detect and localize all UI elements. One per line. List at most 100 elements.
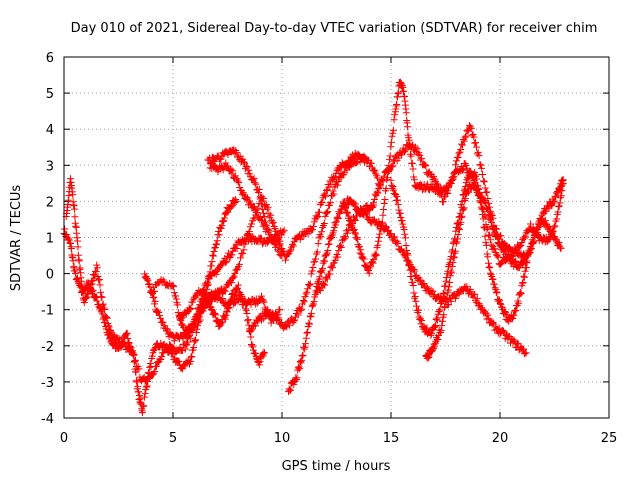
data-point-marker (484, 311, 492, 319)
data-point-marker (146, 359, 154, 367)
data-point-marker (448, 269, 456, 277)
data-point-marker (211, 244, 219, 252)
data-point-marker (369, 259, 377, 267)
data-point-marker (520, 273, 528, 281)
data-point-marker (304, 328, 312, 336)
data-point-marker (269, 218, 277, 226)
data-point-marker (254, 188, 262, 196)
data-point-marker (398, 217, 406, 225)
data-point-marker (491, 245, 499, 253)
data-point-marker (318, 199, 326, 207)
data-point-marker (347, 217, 355, 225)
data-point-marker (216, 290, 224, 298)
data-point-marker (460, 204, 468, 212)
data-point-marker (310, 258, 318, 266)
data-point-marker (305, 320, 313, 328)
data-point-marker (187, 353, 195, 361)
data-point-marker (281, 256, 289, 264)
data-point-marker (234, 284, 242, 292)
chart-title: Day 010 of 2021, Sidereal Day-to-day VTE… (71, 21, 598, 36)
data-point-marker (286, 247, 294, 255)
data-point-marker (379, 177, 387, 185)
y-tick-label: -3 (41, 376, 54, 391)
x-tick-label: 20 (492, 431, 509, 446)
data-point-marker (253, 208, 261, 216)
data-point-marker (442, 296, 450, 304)
data-point-marker (302, 334, 310, 342)
data-point-marker (247, 220, 255, 228)
y-axis-label: SDTVAR / TECUs (9, 185, 24, 292)
data-point-marker (240, 297, 248, 305)
data-point-marker (459, 205, 467, 213)
data-point-marker (520, 272, 528, 280)
data-point-marker (307, 310, 315, 318)
data-point-marker (299, 296, 307, 304)
data-point-marker (403, 247, 411, 255)
data-point-marker (315, 208, 323, 216)
data-point-marker (551, 233, 558, 241)
data-point-marker (350, 199, 358, 207)
data-point-marker (318, 228, 326, 236)
data-point-marker (334, 215, 342, 223)
data-point-marker (187, 304, 195, 312)
data-point-marker (345, 212, 353, 220)
data-point-marker (422, 162, 430, 170)
data-point-marker (67, 244, 75, 252)
data-point-marker (378, 218, 386, 226)
data-point-marker (556, 199, 564, 207)
data-point-marker (260, 348, 268, 356)
y-tick-label: 2 (46, 195, 54, 210)
data-point-marker (457, 213, 465, 221)
data-point-marker (131, 357, 139, 365)
data-point-marker (150, 293, 158, 301)
series-track-14 (422, 176, 567, 362)
data-point-marker (479, 215, 487, 223)
data-point-marker (493, 252, 501, 260)
data-point-marker (382, 184, 390, 192)
data-point-marker (174, 301, 182, 309)
data-point-marker (276, 237, 284, 245)
data-point-marker (244, 194, 252, 202)
data-point-marker (407, 272, 415, 280)
data-point-marker (409, 278, 417, 286)
data-point-marker (200, 286, 208, 294)
data-point-marker (255, 361, 263, 369)
data-point-marker (394, 201, 402, 209)
data-point-marker (379, 211, 387, 219)
data-point-marker (191, 336, 199, 344)
data-point-marker (468, 131, 476, 139)
data-point-marker (394, 196, 402, 204)
data-point-marker (244, 316, 252, 324)
data-point-marker (454, 231, 462, 239)
data-point-marker (410, 176, 418, 184)
data-point-marker (459, 166, 467, 174)
data-point-marker (100, 304, 108, 312)
data-point-marker (232, 197, 240, 205)
data-point-marker (186, 305, 194, 313)
data-point-marker (407, 152, 415, 160)
data-point-marker (84, 289, 92, 297)
data-point-marker (237, 254, 245, 262)
data-point-marker (205, 275, 213, 283)
series-track-4 (147, 276, 269, 369)
data-point-marker (441, 302, 449, 310)
data-point-marker (65, 235, 73, 243)
data-point-marker (133, 378, 141, 386)
data-point-marker (386, 152, 394, 160)
data-point-marker (394, 240, 402, 248)
data-point-marker (145, 280, 153, 288)
data-point-marker (204, 280, 212, 288)
data-point-marker (99, 300, 107, 308)
y-tick-label: -2 (41, 340, 54, 355)
data-point-marker (457, 146, 465, 154)
data-point-marker (222, 311, 230, 319)
data-point-marker (453, 235, 461, 243)
data-point-marker (397, 213, 405, 221)
data-point-marker (287, 386, 295, 394)
data-point-marker (490, 320, 498, 328)
data-point-marker (501, 246, 509, 254)
data-point-marker (396, 209, 404, 217)
data-point-marker (491, 284, 499, 292)
data-point-marker (328, 191, 336, 199)
data-point-marker (438, 322, 446, 330)
